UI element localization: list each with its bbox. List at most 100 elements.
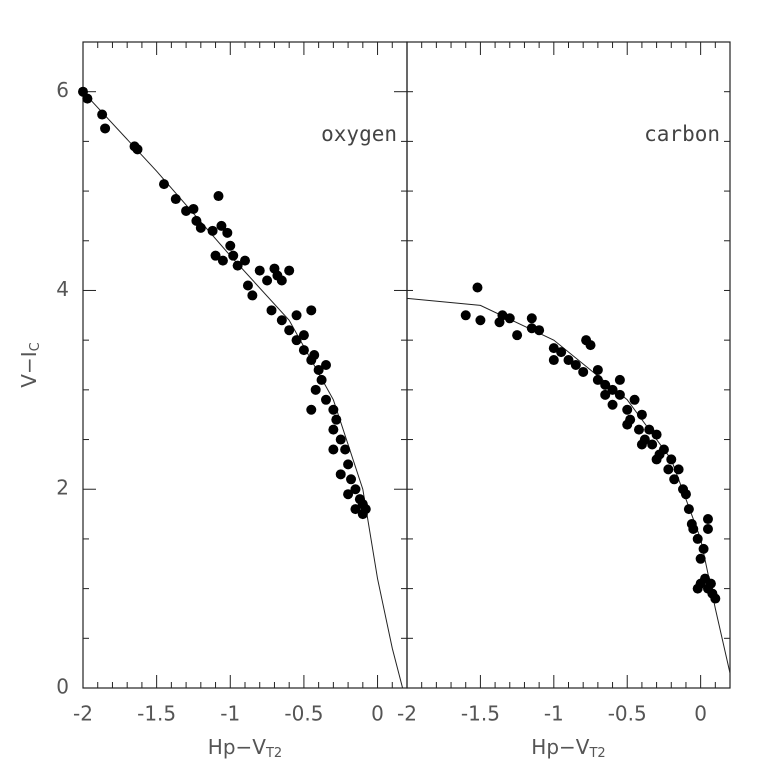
- point: [335, 434, 346, 445]
- point: [504, 313, 515, 324]
- y-tick-label: 2: [56, 476, 69, 500]
- point: [680, 489, 691, 500]
- annotation: carbon: [644, 122, 720, 146]
- point: [633, 424, 644, 435]
- point: [534, 325, 545, 336]
- x-tick-label: 0: [371, 702, 384, 726]
- point: [335, 469, 346, 480]
- x-axis-label-sub: T2: [588, 746, 605, 761]
- point: [636, 409, 647, 420]
- point: [210, 250, 221, 261]
- point: [512, 330, 523, 341]
- point: [188, 203, 199, 214]
- point: [629, 394, 640, 405]
- point: [276, 275, 287, 286]
- point: [291, 310, 302, 321]
- point: [350, 504, 361, 515]
- point: [651, 454, 662, 465]
- fit-curve: [82, 91, 404, 689]
- x-axis-label-main: Hp−V: [531, 735, 589, 759]
- point: [328, 424, 339, 435]
- point: [321, 360, 331, 370]
- point: [683, 504, 694, 515]
- point: [247, 290, 258, 301]
- point: [548, 355, 559, 366]
- x-tick-label: -2: [73, 702, 93, 726]
- point: [298, 330, 309, 341]
- point: [688, 523, 699, 534]
- point: [331, 414, 342, 425]
- point: [600, 379, 611, 390]
- point: [702, 523, 713, 534]
- point: [298, 345, 309, 356]
- point: [663, 464, 674, 475]
- y-tick-label: 0: [56, 675, 69, 699]
- x-tick-label: -0.5: [608, 702, 647, 726]
- point: [266, 305, 277, 316]
- point: [692, 533, 703, 544]
- point: [666, 454, 677, 465]
- point: [97, 109, 108, 120]
- x-axis-label-sub: T2: [265, 746, 282, 761]
- y-tick-label: 4: [56, 277, 69, 301]
- point: [100, 123, 111, 134]
- point: [346, 474, 357, 485]
- point: [82, 93, 93, 104]
- point: [232, 260, 243, 271]
- point: [705, 578, 716, 589]
- point: [240, 255, 250, 266]
- x-tick-label: -2: [397, 702, 417, 726]
- point: [592, 364, 603, 375]
- point: [350, 484, 361, 495]
- point: [195, 222, 206, 233]
- point: [309, 350, 320, 361]
- point: [607, 384, 618, 395]
- point: [343, 459, 354, 470]
- point: [658, 444, 669, 455]
- point: [526, 313, 537, 324]
- point: [695, 553, 706, 564]
- point: [578, 366, 589, 377]
- point: [225, 240, 236, 251]
- point: [592, 374, 603, 385]
- point: [284, 325, 295, 336]
- x-tick-label: -1.5: [461, 702, 500, 726]
- point: [228, 250, 239, 261]
- x-axis-label-main: Hp−V: [208, 735, 266, 759]
- point: [607, 399, 618, 410]
- x-tick-label: -1.5: [137, 702, 176, 726]
- point: [475, 315, 486, 326]
- point: [614, 374, 625, 385]
- point: [276, 315, 287, 326]
- point: [702, 514, 713, 525]
- point: [570, 360, 581, 370]
- y-axis-label-main: V−I: [17, 351, 41, 387]
- point: [340, 444, 351, 455]
- point: [159, 179, 169, 190]
- point: [284, 265, 295, 276]
- y-axis-label-sub: C: [28, 342, 43, 351]
- point: [242, 280, 253, 291]
- annotation: oxygen: [321, 122, 397, 146]
- point: [651, 429, 662, 440]
- point: [222, 227, 233, 238]
- point: [600, 389, 611, 400]
- x-tick-label: -1: [220, 702, 240, 726]
- point: [132, 144, 143, 155]
- point: [585, 340, 596, 351]
- point: [328, 404, 339, 415]
- point: [472, 282, 483, 293]
- point: [254, 265, 265, 276]
- point: [614, 389, 625, 400]
- point: [328, 444, 339, 455]
- point: [310, 384, 321, 395]
- point: [669, 474, 680, 485]
- point: [548, 343, 559, 354]
- point: [316, 374, 327, 385]
- y-tick-label: 6: [56, 78, 69, 102]
- point: [460, 310, 471, 321]
- point: [216, 220, 227, 231]
- point: [644, 424, 655, 435]
- point: [710, 593, 721, 604]
